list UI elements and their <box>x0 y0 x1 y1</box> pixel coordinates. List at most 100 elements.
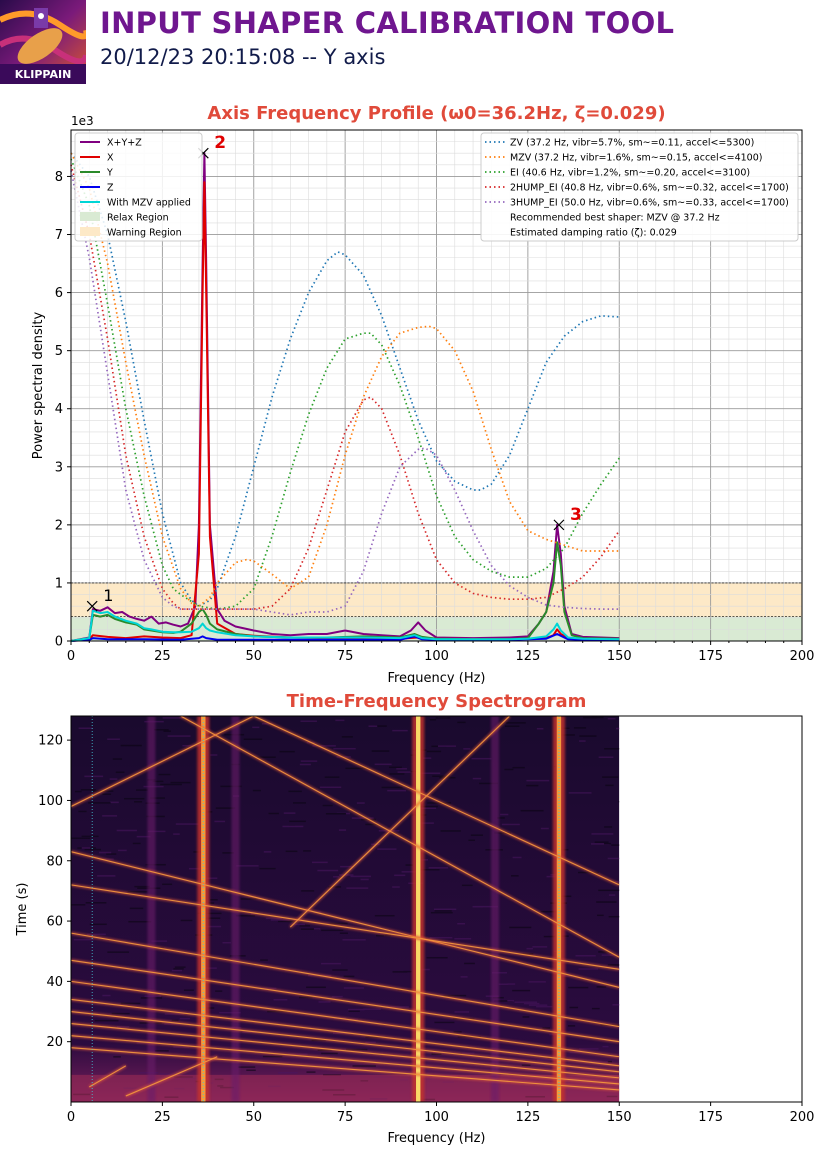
noise-speck <box>98 851 112 854</box>
noise-speck <box>257 756 276 758</box>
noise-speck <box>301 890 315 892</box>
y-tick-label: 60 <box>46 915 63 930</box>
noise-speck <box>342 939 366 941</box>
noise-speck <box>579 740 586 742</box>
noise-speck <box>289 820 306 823</box>
noise-speck <box>350 875 371 878</box>
klippain-logo: KLIPPAIN <box>0 0 86 84</box>
sweep-line-core <box>71 716 254 807</box>
noise-speck <box>236 915 256 917</box>
noise-speck <box>136 789 148 791</box>
noise-speck <box>569 1051 586 1054</box>
noise-speck <box>173 833 180 835</box>
sweep-line-core <box>88 1065 127 1088</box>
noise-speck <box>352 1065 376 1067</box>
noise-speck <box>403 970 412 973</box>
noise-speck <box>341 736 353 738</box>
noise-speck <box>162 717 184 719</box>
noise-speck <box>594 841 609 843</box>
noise-speck <box>94 1019 119 1022</box>
peak-label: 3 <box>570 505 582 525</box>
noise-speck <box>222 941 231 944</box>
noise-speck <box>559 975 572 977</box>
noise-speck <box>607 717 616 720</box>
noise-speck <box>416 807 437 809</box>
legend-label: ZV (37.2 Hz, vibr=5.7%, sm~=0.11, accel<… <box>510 138 754 149</box>
noise-speck <box>268 812 279 815</box>
noise-speck <box>222 852 235 854</box>
noise-speck <box>312 745 336 747</box>
noise-speck <box>474 905 498 908</box>
noise-speck <box>526 947 533 950</box>
noise-speck <box>461 884 473 887</box>
x-tick-label: 50 <box>245 1110 262 1125</box>
noise-speck <box>526 779 550 782</box>
noise-speck <box>374 914 395 917</box>
noise-speck <box>417 805 438 808</box>
noise-speck <box>371 750 390 752</box>
legend-box <box>480 132 799 242</box>
noise-speck <box>238 1066 256 1068</box>
sweep-line-core <box>180 716 620 958</box>
noise-speck <box>317 869 339 872</box>
noise-speck <box>113 1056 121 1058</box>
noise-speck <box>434 910 452 912</box>
y-tick-label: 1 <box>55 576 63 591</box>
noise-speck <box>431 1053 442 1055</box>
noise-speck <box>171 969 183 972</box>
noise-speck <box>389 773 405 775</box>
noise-speck <box>569 1006 579 1009</box>
noise-speck <box>180 919 193 922</box>
page-title: INPUT SHAPER CALIBRATION TOOL <box>100 6 675 40</box>
noise-speck <box>528 1004 548 1006</box>
noise-speck <box>127 891 148 893</box>
noise-speck <box>542 1027 550 1029</box>
x-tick-label: 125 <box>515 649 540 664</box>
noise-speck <box>561 935 569 937</box>
noise-speck <box>102 793 112 795</box>
noise-speck <box>612 1004 620 1006</box>
x-tick-label: 150 <box>607 1110 632 1125</box>
x-tick-label: 100 <box>424 1110 449 1125</box>
noise-speck <box>457 922 466 925</box>
x-tick-label: 100 <box>424 649 449 664</box>
noise-speck <box>521 1064 531 1066</box>
noise-speck <box>394 874 406 877</box>
noise-speck <box>249 898 258 900</box>
noise-speck <box>306 1071 316 1073</box>
noise-speck <box>183 989 194 991</box>
x-tick-label: 25 <box>154 649 171 664</box>
legend-label: EI (40.6 Hz, vibr=1.2%, sm~=0.20, accel<… <box>510 168 750 179</box>
noise-speck <box>443 994 467 997</box>
noise-speck <box>505 722 526 724</box>
noise-speck <box>596 901 617 903</box>
noise-speck <box>567 1025 576 1027</box>
noise-speck <box>115 771 125 774</box>
legend-right: ZV (37.2 Hz, vibr=5.7%, sm~=0.11, accel<… <box>480 132 799 242</box>
noise-speck <box>368 725 378 727</box>
spectrogram-image <box>71 716 620 1102</box>
noise-speck <box>220 785 242 788</box>
noise-speck <box>318 1001 331 1003</box>
legend-label: With MZV applied <box>107 198 191 209</box>
noise-speck <box>512 856 522 859</box>
noise-speck <box>236 865 259 867</box>
noise-speck <box>338 874 354 876</box>
noise-speck <box>299 925 311 927</box>
x-tick-label: 200 <box>790 649 815 664</box>
noise-speck <box>339 932 348 934</box>
noise-speck <box>120 744 142 747</box>
noise-speck <box>439 776 456 779</box>
sweep-line-core <box>71 932 620 1028</box>
noise-speck <box>454 1011 470 1013</box>
peak-marker <box>553 519 565 531</box>
chart-title: Axis Frequency Profile (ω0=36.2Hz, ζ=0.0… <box>207 103 665 124</box>
sweep-line-core <box>289 716 510 928</box>
noise-speck <box>89 923 107 926</box>
noise-speck <box>311 1039 326 1042</box>
noise-speck <box>214 820 226 823</box>
noise-speck <box>419 822 434 824</box>
noise-speck <box>311 861 328 864</box>
sweep-line-core <box>71 884 620 970</box>
y-axis-label: Time (s) <box>15 883 30 937</box>
